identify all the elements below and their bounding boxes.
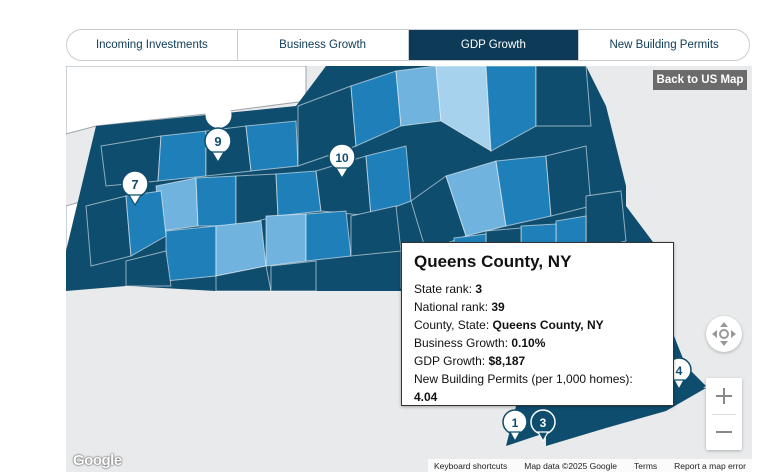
tooltip-building-permits: New Building Permits (per 1,000 homes): 4…: [414, 370, 661, 406]
back-to-us-map-button[interactable]: Back to US Map: [653, 70, 747, 90]
tooltip-national-rank: National rank: 39: [414, 298, 661, 316]
county-state-label: County, State:: [414, 318, 493, 332]
move-arrows-icon: [712, 322, 736, 346]
zoom-control: [706, 378, 742, 450]
county-state-value: Queens County, NY: [492, 318, 604, 332]
report-map-error-link[interactable]: Report a map error: [674, 460, 746, 471]
tooltip-business-growth: Business Growth: 0.10%: [414, 334, 661, 352]
map-attribution: Keyboard shortcuts Map data ©2025 Google…: [428, 459, 752, 472]
google-logo: Google: [73, 452, 122, 469]
tab-business-growth[interactable]: Business Growth: [238, 30, 409, 60]
marker-label-10: 10: [335, 151, 349, 165]
gdp-growth-value: $8,187: [488, 354, 526, 368]
map-marker-7[interactable]: 7: [121, 170, 149, 207]
metric-tabs: Incoming Investments Business Growth GDP…: [66, 29, 750, 61]
zoom-in-button[interactable]: [706, 378, 742, 414]
pegman-pan-control[interactable]: [706, 316, 742, 352]
map-marker-3[interactable]: 3: [530, 409, 556, 443]
business-growth-label: Business Growth:: [414, 336, 512, 350]
zoom-out-button[interactable]: [706, 414, 742, 450]
tab-gdp-growth[interactable]: GDP Growth: [408, 30, 580, 60]
business-growth-value: 0.10%: [511, 336, 546, 350]
tab-new-building-permits[interactable]: New Building Permits: [609, 39, 719, 51]
keyboard-shortcuts-link[interactable]: Keyboard shortcuts: [434, 460, 508, 471]
minus-icon: [716, 431, 732, 433]
tooltip-title: Queens County, NY: [414, 252, 572, 271]
national-rank-label: National rank:: [414, 300, 492, 314]
map-marker-9[interactable]: 9: [204, 102, 232, 164]
tooltip-county-state: County, State: Queens County, NY: [414, 316, 661, 334]
national-rank-value: 39: [491, 300, 505, 314]
building-permits-label: New Building Permits (per 1,000 homes):: [414, 372, 633, 386]
state-rank-value: 3: [475, 282, 483, 296]
marker-label-9: 9: [214, 134, 221, 149]
tooltip-gdp-growth: GDP Growth: $8,187: [414, 352, 661, 370]
map-markers: 9 7 10 4 1: [121, 102, 692, 443]
gdp-growth-label: GDP Growth:: [414, 354, 489, 368]
zoom-divider: [712, 414, 736, 415]
marker-label-4: 4: [676, 364, 683, 378]
marker-label-1: 1: [512, 416, 519, 430]
marker-label-7: 7: [131, 177, 138, 192]
map-marker-1[interactable]: 1: [502, 409, 528, 443]
terms-link[interactable]: Terms: [634, 460, 658, 471]
map-data-text: Map data ©2025 Google: [524, 460, 617, 471]
tab-incoming-investments[interactable]: Incoming Investments: [67, 30, 238, 60]
state-rank-label: State rank:: [414, 282, 476, 296]
plus-icon: [716, 388, 732, 404]
county-tooltip: Queens County, NY State rank: 3 National…: [401, 242, 674, 406]
page-top: [0, 0, 768, 22]
building-permits-value: 4.04: [414, 390, 438, 404]
marker-label-3: 3: [540, 416, 547, 430]
map-marker-10[interactable]: 10: [328, 143, 356, 180]
tooltip-state-rank: State rank: 3: [414, 280, 661, 298]
